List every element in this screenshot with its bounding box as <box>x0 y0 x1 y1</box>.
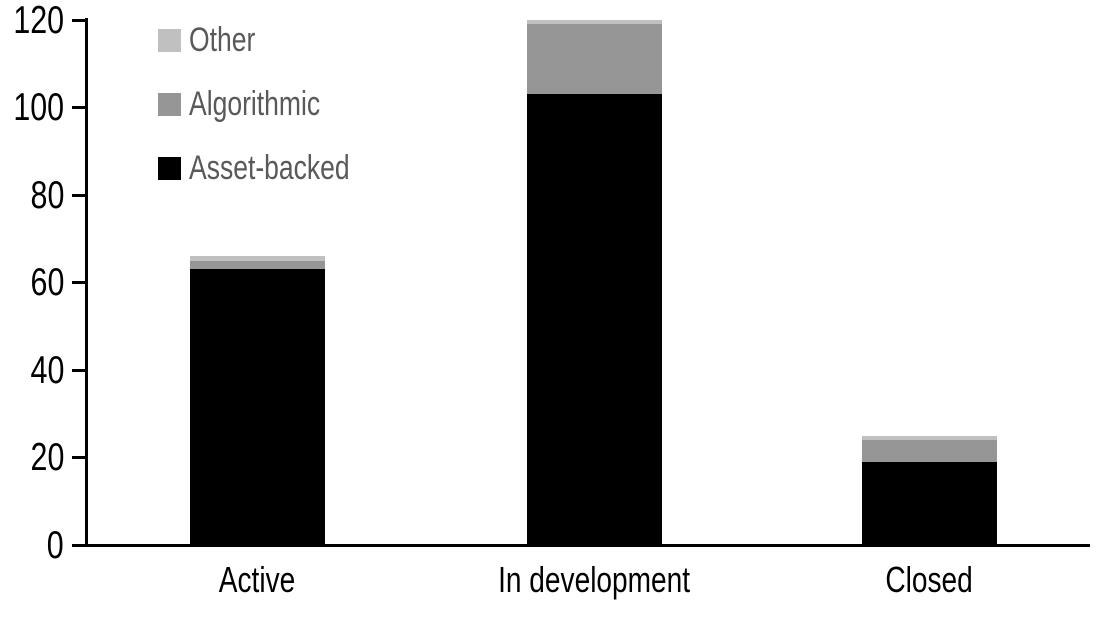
y-tick-label: 0 <box>47 523 64 567</box>
legend-label: Asset-backed <box>189 149 350 187</box>
bar-segment-asset-backed-closed <box>862 461 997 545</box>
bar-segment-asset-backed-active <box>190 269 325 545</box>
legend-item-algorithmic: Algorithmic <box>158 87 357 121</box>
y-tick-label: 80 <box>30 173 64 217</box>
bar-segment-other-active <box>190 256 325 261</box>
legend-swatch-icon <box>158 28 181 52</box>
y-tick-mark <box>71 368 85 372</box>
bar-segment-algorithmic-closed <box>862 440 997 462</box>
y-tick-mark <box>71 543 85 547</box>
y-tick-mark <box>71 106 85 109</box>
x-axis-line <box>84 543 1090 547</box>
y-tick-mark <box>71 281 85 284</box>
bar-segment-algorithmic-active <box>190 260 325 270</box>
y-tick-mark <box>71 18 85 22</box>
y-tick-label: 60 <box>30 261 64 304</box>
y-tick-mark <box>71 456 85 459</box>
bar-segment-algorithmic-in-development <box>527 24 662 95</box>
bar-segment-other-closed <box>862 435 997 440</box>
y-axis-line <box>84 18 88 547</box>
legend-item-asset-backed: Asset-backed <box>158 151 395 185</box>
legend-label: Other <box>189 21 256 59</box>
y-tick-label: 120 <box>13 0 64 42</box>
x-category-label-in-development: In development <box>498 559 691 600</box>
legend-label: Algorithmic <box>189 85 321 123</box>
x-category-label-active: Active <box>219 559 296 600</box>
bar-segment-other-in-development <box>527 20 662 25</box>
legend-swatch-icon <box>158 92 181 116</box>
y-tick-label: 100 <box>13 86 64 129</box>
legend-swatch-icon <box>158 156 181 180</box>
x-category-label-closed: Closed <box>885 559 974 600</box>
y-tick-label: 20 <box>30 436 64 479</box>
bar-segment-asset-backed-in-development <box>527 94 662 545</box>
legend-item-other: Other <box>158 23 274 57</box>
y-tick-mark <box>71 193 85 197</box>
y-tick-label: 40 <box>30 348 64 392</box>
